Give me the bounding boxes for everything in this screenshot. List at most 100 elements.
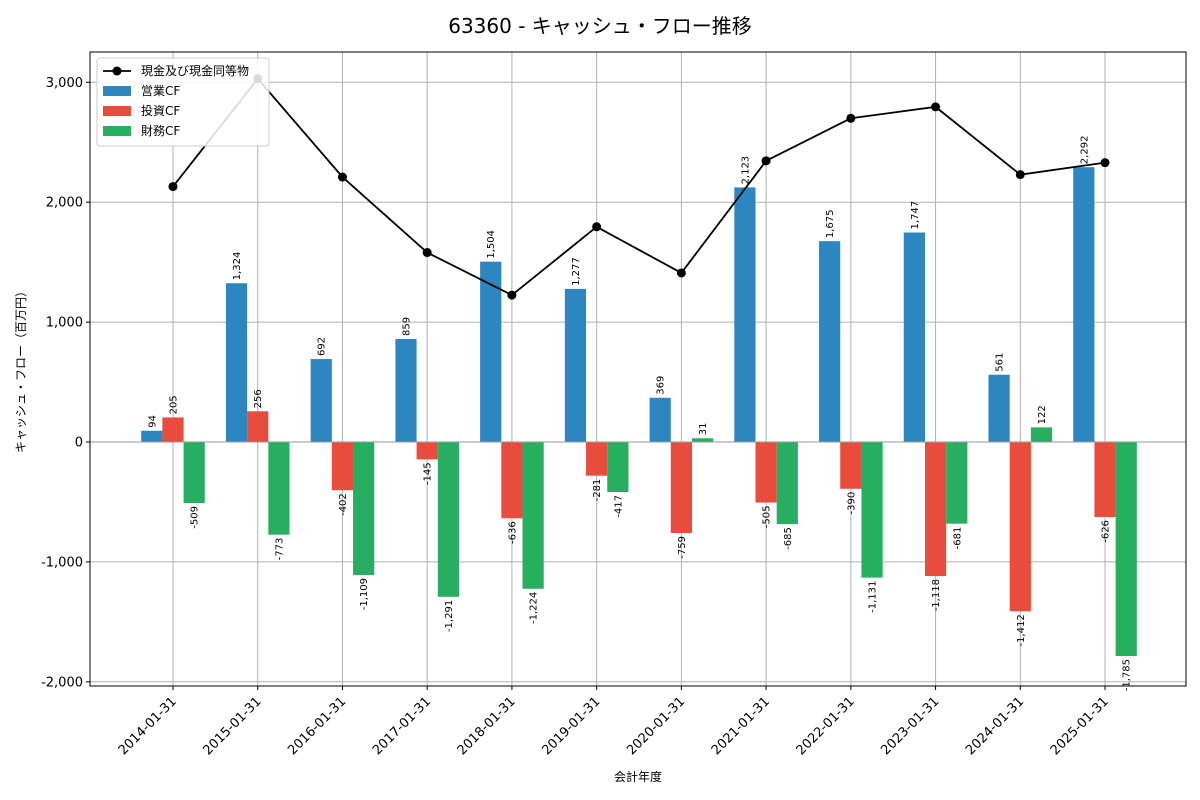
bar [247,411,269,442]
bar-value-label: -1,785 [1122,659,1133,691]
cash-point [507,290,517,300]
bar-value-label: 1,747 [910,201,921,230]
bar [395,339,417,442]
y-axis-title: キャッシュ・フロー（百万円） [14,285,28,453]
bar [1073,167,1095,442]
cash-point [168,182,178,192]
bar-value-label: -773 [274,538,285,561]
bar [586,442,608,476]
cash-point [676,268,686,278]
cash-point [1100,158,1110,168]
bar-value-label: 2,123 [740,156,751,185]
x-tick-label: 2017-01-31 [370,694,434,758]
bar-value-label: 205 [169,395,180,414]
bar-value-label: 561 [995,353,1006,372]
bar-value-label: 256 [253,389,264,408]
bar-value-label: -509 [190,506,201,529]
y-tick-label: -2,000 [41,675,83,690]
bar [183,442,205,504]
bar [522,442,544,589]
bar-value-label: -1,291 [444,600,455,632]
y-axis: -2,000 -1,000 0 1,000 2,000 3,000 [41,76,90,690]
cash-point [761,156,771,166]
bar-value-label: 2,292 [1079,136,1090,165]
bar-value-label: 1,504 [486,230,497,259]
legend-label: 営業CF [141,84,180,98]
legend-box [96,57,270,147]
bar-value-label: 369 [656,376,667,395]
cash-point [592,222,602,232]
line-series-group [168,74,1110,300]
bar-value-label: 1,324 [232,252,243,281]
bar [755,442,777,503]
bar-value-label: 94 [147,415,158,428]
chart-title: 63360 - キャッシュ・フロー推移 [448,14,752,38]
bar [437,442,459,597]
bar [607,442,629,492]
x-axis: 2014-01-31 2015-01-31 2016-01-31 2017-01-31… [116,686,1112,758]
bar-value-label: -1,131 [868,581,879,613]
bar-value-label: -1,412 [1016,614,1027,646]
bar [1094,442,1116,518]
y-tick-label: 1,000 [46,316,83,331]
y-tick-label: 2,000 [46,196,83,211]
bar [331,442,354,491]
bar-value-label: -685 [783,527,794,550]
bar [670,442,692,534]
bar [1115,442,1137,657]
bar [840,442,862,489]
legend-swatch [103,86,131,96]
grid [90,52,1186,686]
bar [861,442,883,578]
bar [819,241,841,442]
bar [1030,427,1053,442]
x-tick-label: 2025-01-31 [1048,694,1112,758]
bar-value-label: -281 [592,479,603,502]
bar-value-label: -417 [613,495,624,518]
bar-value-label: -1,109 [359,578,370,610]
bar [946,442,968,524]
bar-value-label: -681 [952,527,963,550]
x-tick-label: 2015-01-31 [201,694,265,758]
bar-value-label: -636 [507,521,518,544]
x-tick-label: 2014-01-31 [116,694,180,758]
bar [649,397,671,442]
x-tick-label: 2022-01-31 [794,694,858,758]
bar [734,187,756,442]
bar-value-label: 1,277 [571,257,582,286]
bar [564,288,587,442]
bar [501,442,523,519]
y-tick-label: 3,000 [46,76,83,91]
x-tick-label: 2023-01-31 [878,694,942,758]
cash-point [1015,170,1025,180]
bar [162,417,184,442]
bar-value-label: -390 [846,492,857,515]
x-axis-title: 会計年度 [614,769,662,784]
x-tick-label: 2018-01-31 [455,694,519,758]
bar-value-label: -402 [338,493,349,516]
legend-swatch [103,106,131,116]
bar [225,283,248,442]
y-tick-label: -1,000 [41,555,83,570]
x-tick-label: 2016-01-31 [285,694,349,758]
x-tick-label: 2020-01-31 [624,694,688,758]
bar [776,442,798,525]
bar-value-label: -505 [762,506,773,529]
cash-point [931,102,941,112]
cash-line [172,77,1106,297]
bar [1009,442,1031,612]
cash-point [422,248,432,258]
bar-value-label: 859 [401,317,412,336]
legend-swatch [103,126,131,136]
bar [480,261,502,442]
bar [988,374,1010,442]
bar [353,442,375,575]
bar-value-label: 122 [1037,405,1048,424]
legend-label: 財務CF [141,123,180,138]
y-tick-label: 0 [75,436,83,451]
bar [268,442,290,535]
legend-marker [112,66,122,76]
x-tick-label: 2019-01-31 [539,694,603,758]
